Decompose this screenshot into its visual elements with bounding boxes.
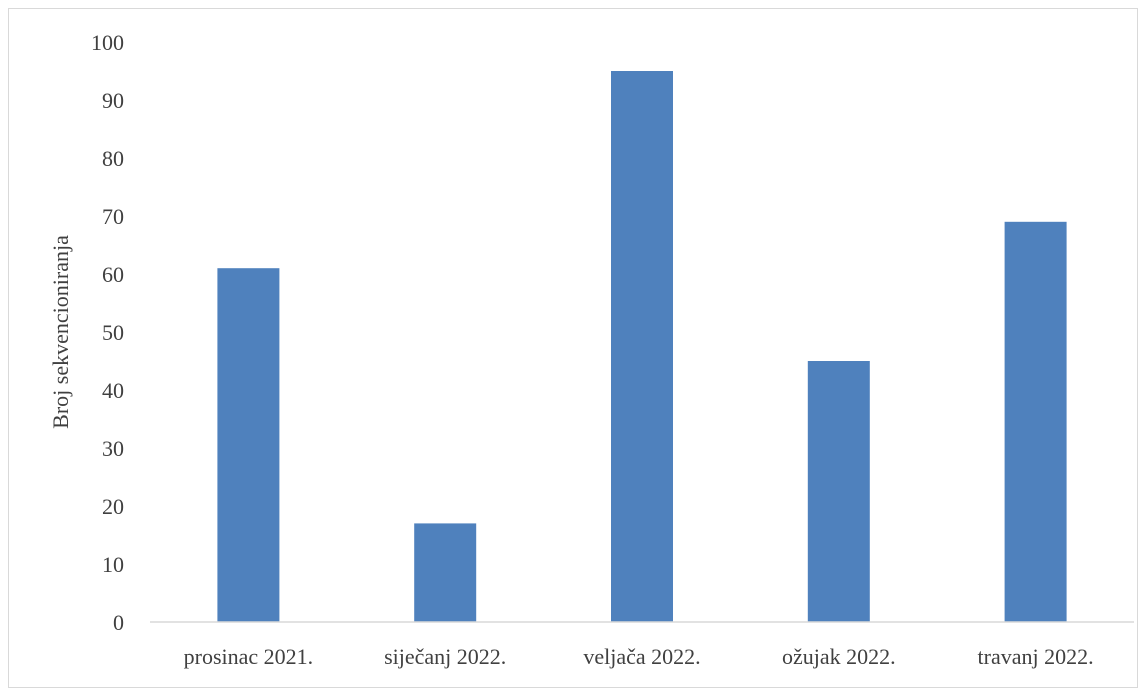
bar	[1004, 221, 1067, 623]
bar	[611, 71, 673, 622]
y-tick-label: 100	[91, 30, 124, 55]
x-category-label: prosinac 2021.	[184, 644, 314, 669]
y-tick-label: 0	[113, 610, 124, 635]
y-axis-title: Broj sekvencioniranja	[48, 235, 73, 429]
bar	[217, 268, 280, 622]
bar	[414, 523, 477, 622]
x-category-label: ožujak 2022.	[782, 644, 896, 669]
y-tick-label: 40	[102, 378, 124, 403]
y-axis-ticks: 0 10 20 30 40 50 60 70 80 90 100	[91, 30, 124, 635]
x-category-label: siječanj 2022.	[384, 644, 506, 669]
x-category-label: travanj 2022.	[978, 644, 1094, 669]
y-tick-label: 70	[102, 204, 124, 229]
y-tick-label: 30	[102, 436, 124, 461]
x-category-label: veljača 2022.	[583, 644, 700, 669]
chart-frame	[8, 8, 1138, 688]
x-axis-labels: prosinac 2021. siječanj 2022. veljača 2022…	[184, 644, 1094, 669]
y-tick-label: 80	[102, 146, 124, 171]
bar	[807, 361, 870, 622]
bars	[217, 71, 1067, 623]
y-tick-label: 50	[102, 320, 124, 345]
y-axis-title-group: Broj sekvencioniranja	[48, 235, 73, 429]
y-tick-label: 10	[102, 552, 124, 577]
y-tick-label: 20	[102, 494, 124, 519]
y-tick-label: 60	[102, 262, 124, 287]
y-tick-label: 90	[102, 88, 124, 113]
